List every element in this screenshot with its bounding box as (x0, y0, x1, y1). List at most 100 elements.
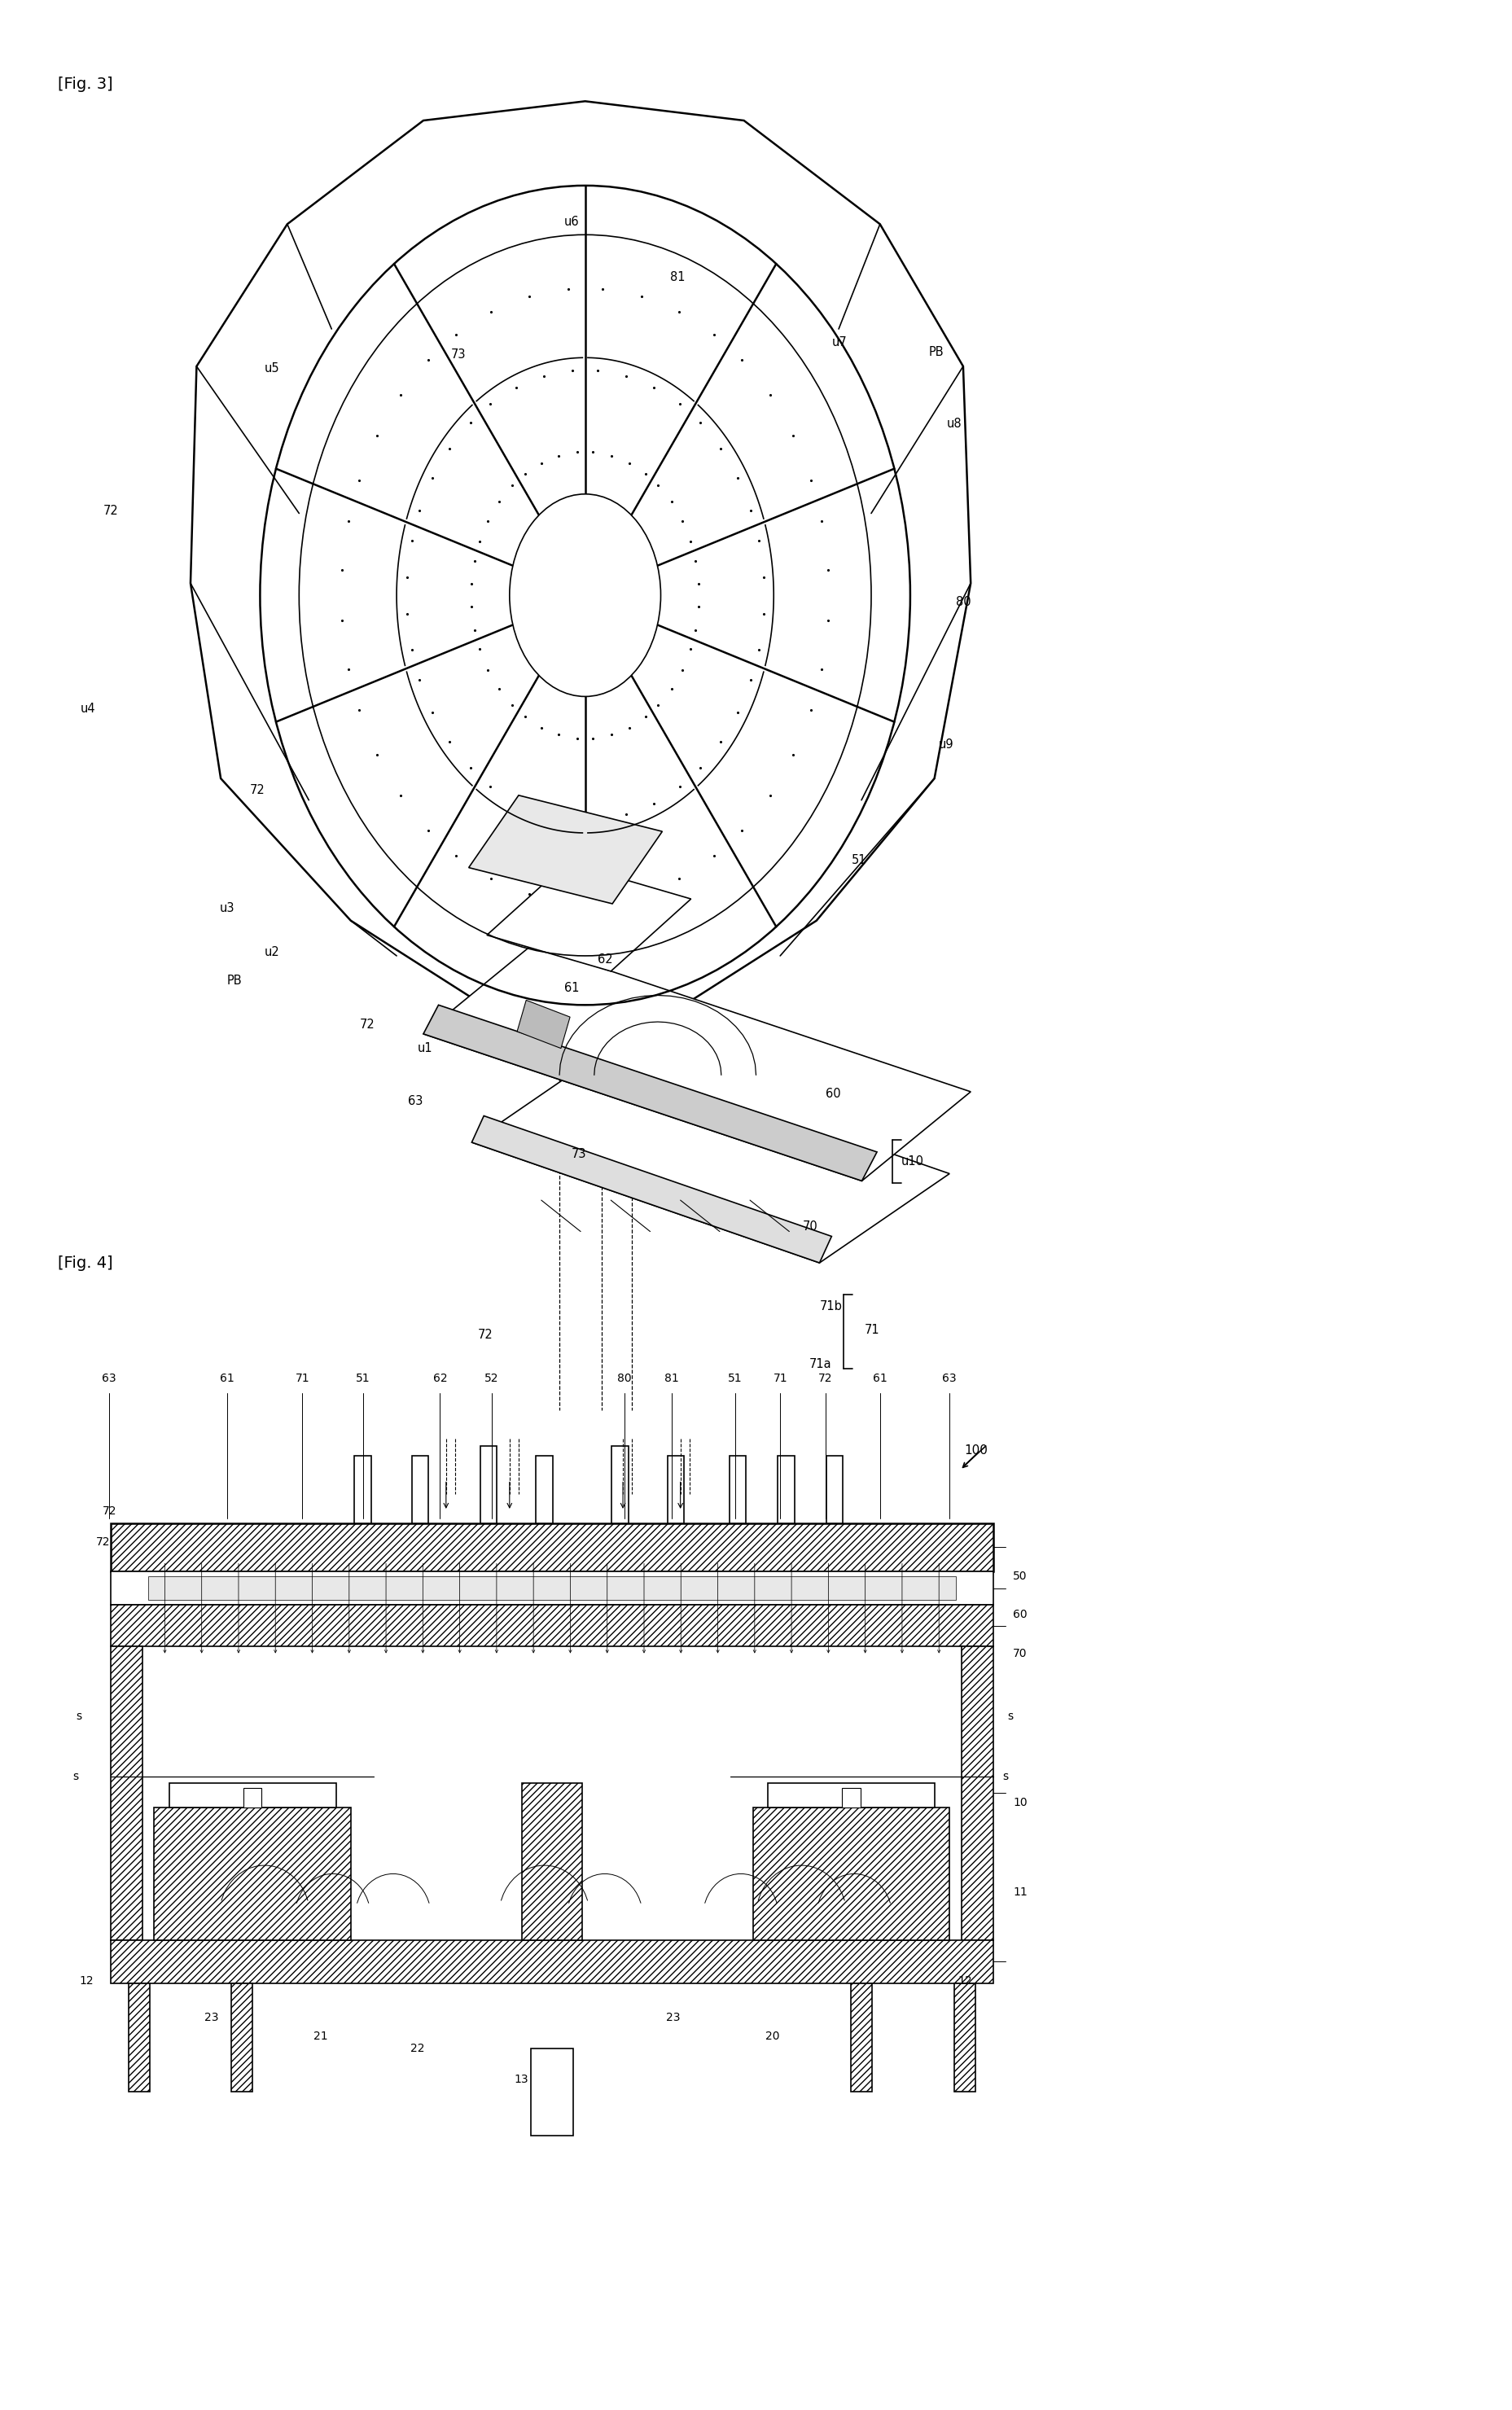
Text: u3: u3 (219, 901, 234, 916)
Text: 10: 10 (1013, 1798, 1027, 1808)
Text: 20: 20 (765, 2032, 780, 2041)
Text: 22: 22 (410, 2044, 425, 2053)
Text: 51: 51 (851, 853, 866, 868)
Text: u9: u9 (939, 737, 954, 752)
Text: 23: 23 (665, 2012, 680, 2022)
Text: 63: 63 (408, 1094, 423, 1109)
Text: u6: u6 (564, 214, 579, 229)
Bar (110, 1571, 993, 1605)
Text: 72: 72 (360, 1017, 375, 1031)
Text: 51: 51 (727, 1374, 742, 1383)
Polygon shape (469, 795, 662, 904)
Polygon shape (487, 863, 691, 971)
Bar (611, 1446, 629, 1523)
Text: 71b: 71b (820, 1299, 842, 1313)
Text: 80: 80 (956, 595, 971, 610)
Bar (354, 1456, 372, 1523)
Text: 63: 63 (942, 1374, 957, 1383)
Text: 81: 81 (664, 1374, 679, 1383)
Text: s: s (76, 1711, 82, 1721)
Text: 50: 50 (1013, 1571, 1027, 1581)
Text: 73: 73 (572, 1147, 587, 1162)
Text: [Fig. 3]: [Fig. 3] (57, 77, 112, 92)
Text: PB: PB (227, 974, 242, 988)
Bar (535, 1456, 552, 1523)
Text: 71: 71 (865, 1323, 880, 1338)
Bar (110, 1605, 993, 1646)
Bar (531, 2048, 573, 2135)
Text: u8: u8 (947, 417, 962, 431)
Text: 62: 62 (597, 952, 612, 966)
Bar (110, 1646, 142, 1940)
Text: 60: 60 (826, 1087, 841, 1101)
Text: 100: 100 (965, 1444, 989, 1458)
Polygon shape (423, 1005, 877, 1181)
Text: 61: 61 (564, 981, 579, 995)
Bar (148, 1576, 956, 1600)
Text: 62: 62 (432, 1374, 448, 1383)
Text: 72: 72 (95, 1538, 110, 1547)
Bar (768, 1783, 934, 1808)
Bar (411, 1456, 429, 1523)
Bar (827, 1456, 844, 1523)
Text: u4: u4 (80, 701, 95, 716)
Text: u1: u1 (417, 1041, 432, 1056)
Bar (231, 1983, 253, 2092)
Text: s: s (1007, 1711, 1013, 1721)
Polygon shape (191, 101, 971, 1041)
Text: 71a: 71a (809, 1357, 832, 1371)
Bar (779, 1456, 795, 1523)
Polygon shape (472, 1053, 950, 1263)
Bar (110, 1523, 993, 1571)
Text: s: s (1002, 1771, 1009, 1781)
Text: 11: 11 (1013, 1887, 1028, 1897)
Text: 13: 13 (514, 2075, 529, 2085)
Bar (729, 1456, 747, 1523)
Text: s: s (73, 1771, 79, 1781)
Polygon shape (517, 1000, 570, 1048)
Text: PB: PB (928, 345, 943, 359)
Bar (169, 1783, 336, 1808)
Text: 12: 12 (79, 1976, 94, 1986)
Polygon shape (472, 1116, 832, 1263)
Text: 80: 80 (617, 1374, 632, 1383)
Bar (962, 1646, 993, 1940)
Text: 51: 51 (355, 1374, 370, 1383)
Text: 70: 70 (803, 1219, 818, 1234)
Text: 72: 72 (103, 504, 118, 518)
Text: 72: 72 (103, 1506, 116, 1516)
Bar (842, 1788, 860, 1808)
Text: 73: 73 (451, 347, 466, 361)
Ellipse shape (510, 494, 661, 696)
Text: 70: 70 (1013, 1648, 1027, 1658)
Text: 23: 23 (204, 2012, 219, 2022)
Bar (753, 1808, 950, 1940)
Polygon shape (423, 945, 971, 1181)
Text: u10: u10 (901, 1154, 924, 1169)
Bar (481, 1446, 496, 1523)
Bar (954, 1983, 975, 2092)
Text: 71: 71 (773, 1374, 788, 1383)
Bar (851, 1983, 872, 2092)
Text: 81: 81 (670, 270, 685, 284)
Text: 52: 52 (484, 1374, 499, 1383)
Text: 72: 72 (818, 1374, 833, 1383)
Text: 72: 72 (478, 1328, 493, 1342)
Bar (522, 1783, 582, 1940)
Text: 21: 21 (313, 2032, 328, 2041)
Bar (668, 1456, 683, 1523)
Bar (154, 1808, 351, 1940)
Text: u2: u2 (265, 945, 280, 959)
Text: u5: u5 (265, 362, 280, 376)
Text: u7: u7 (832, 335, 847, 349)
Text: 60: 60 (1013, 1610, 1027, 1620)
Bar (243, 1788, 262, 1808)
Text: 12: 12 (957, 1976, 972, 1986)
Bar (129, 1983, 150, 2092)
Text: 72: 72 (249, 783, 265, 798)
Text: 71: 71 (295, 1374, 310, 1383)
Text: [Fig. 4]: [Fig. 4] (57, 1256, 112, 1270)
Text: 63: 63 (101, 1374, 116, 1383)
Text: 61: 61 (219, 1374, 234, 1383)
Bar (110, 1940, 993, 1983)
